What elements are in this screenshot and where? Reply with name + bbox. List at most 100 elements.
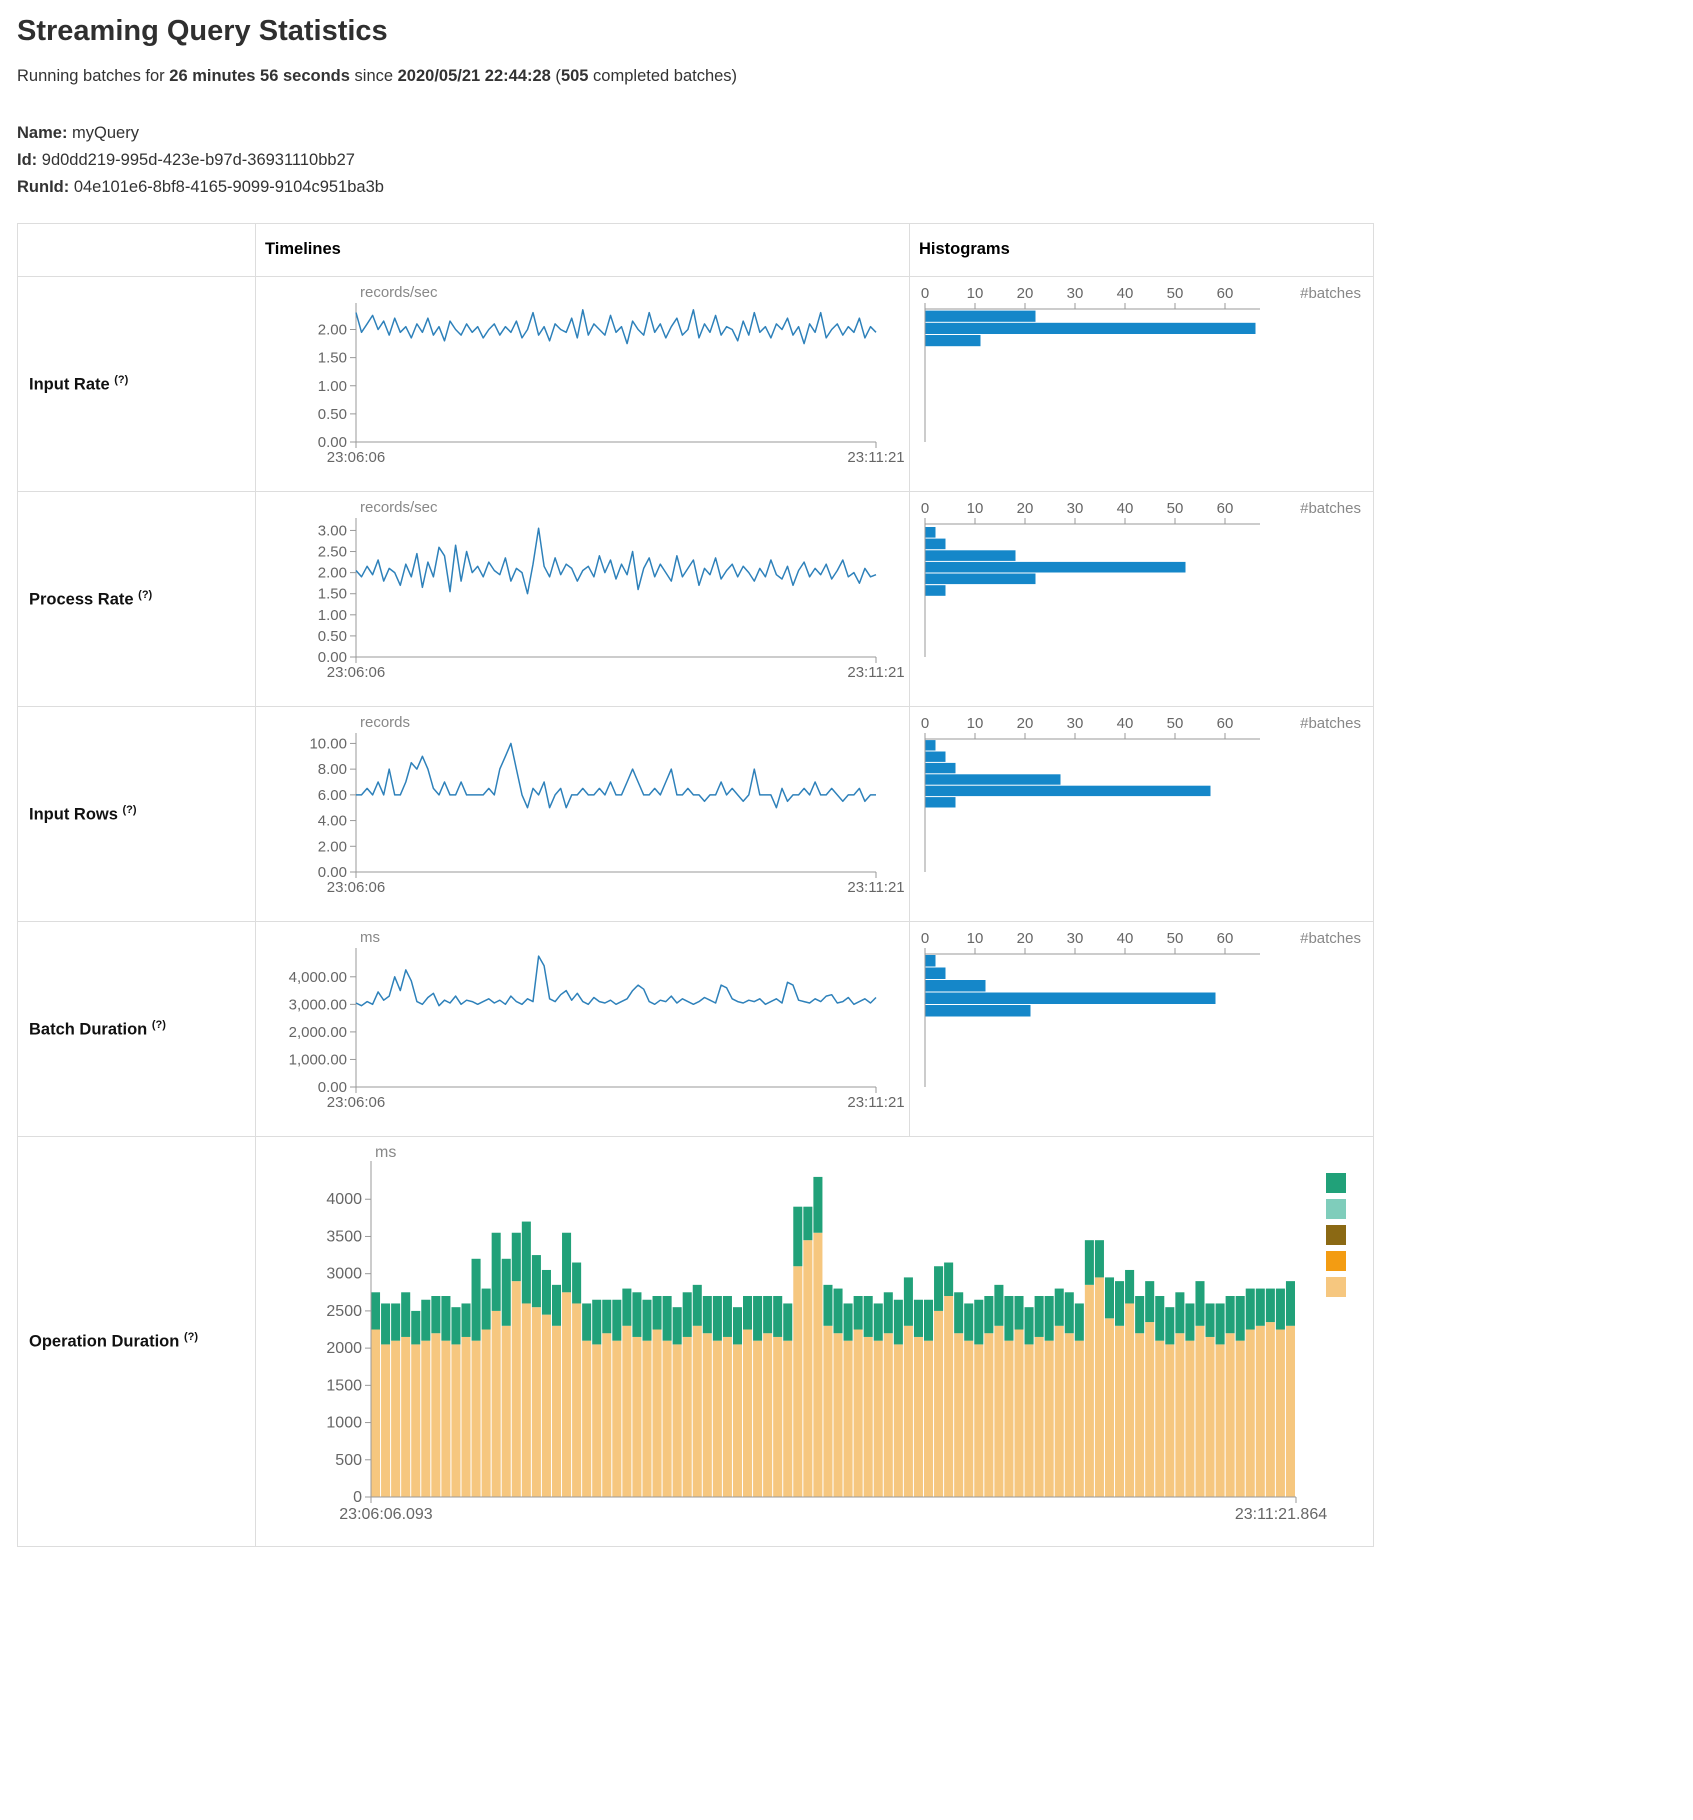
summary-timestamp: 2020/05/21 22:44:28 <box>397 66 551 85</box>
svg-text:60: 60 <box>1217 715 1234 732</box>
svg-text:4,000.00: 4,000.00 <box>289 969 347 986</box>
svg-text:0: 0 <box>921 285 929 302</box>
svg-text:40: 40 <box>1117 930 1134 947</box>
svg-text:#batches: #batches <box>1300 285 1361 302</box>
svg-text:30: 30 <box>1067 715 1084 732</box>
svg-text:records: records <box>360 714 410 731</box>
help-hint-icon[interactable]: (?) <box>183 1331 198 1344</box>
query-name-line: Name: myQuery <box>17 120 1693 147</box>
svg-text:23:06:06: 23:06:06 <box>327 664 385 681</box>
svg-text:1.00: 1.00 <box>318 378 347 395</box>
histograms-header: Histograms <box>909 222 1374 277</box>
summary-text: completed batches) <box>588 66 738 85</box>
table-row-input-rows: Input Rows (?) records 0.00 2.00 4.00 6.00 8.… <box>17 705 1374 922</box>
page-title: Streaming Query Statistics <box>17 15 388 47</box>
svg-text:23:11:21: 23:11:21 <box>847 879 904 896</box>
svg-text:20: 20 <box>1017 715 1034 732</box>
summary-duration: 26 minutes 56 seconds <box>169 66 350 85</box>
svg-text:1.50: 1.50 <box>318 586 347 603</box>
svg-text:50: 50 <box>1167 930 1184 947</box>
summary-text: since <box>349 66 398 85</box>
svg-text:ms: ms <box>360 929 380 946</box>
svg-text:20: 20 <box>1017 930 1034 947</box>
metric-label-cell: Input Rate (?) <box>17 275 256 492</box>
process-rate-timeline-chart: records/sec 0.00 0.50 1.00 1.50 2.00 2.50 3.00 2… <box>256 492 909 692</box>
svg-text:3.00: 3.00 <box>318 522 347 539</box>
metric-label: Input Rate <box>29 375 110 394</box>
svg-text:2.50: 2.50 <box>318 543 347 560</box>
process-rate-histogram-chart: 0 10 20 30 40 50 60 #batches <box>910 492 1373 692</box>
table-header-row: Timelines Histograms <box>17 222 1374 277</box>
batch-duration-timeline-chart: ms 0.00 1,000.00 2,000.00 3,000.00 4,000.00 23… <box>256 922 909 1122</box>
svg-text:#batches: #batches <box>1300 715 1361 732</box>
svg-text:0.50: 0.50 <box>318 406 347 423</box>
svg-text:20: 20 <box>1017 285 1034 302</box>
svg-text:2500: 2500 <box>326 1303 362 1320</box>
query-runid-label: RunId: <box>17 177 70 196</box>
metric-label: Input Rows <box>29 805 118 824</box>
statistics-table: Timelines Histograms Input Rate (?) reco… <box>17 222 1374 1547</box>
svg-text:60: 60 <box>1217 500 1234 517</box>
svg-text:0: 0 <box>921 715 929 732</box>
svg-text:0.00: 0.00 <box>318 649 347 666</box>
query-name-label: Name: <box>17 123 68 142</box>
query-id-value: 9d0dd219-995d-423e-b97d-36931110bb27 <box>41 150 355 169</box>
metric-label-cell: Batch Duration (?) <box>17 920 256 1137</box>
metric-label: Process Rate <box>29 590 134 609</box>
svg-text:0.00: 0.00 <box>318 434 347 451</box>
svg-text:30: 30 <box>1067 930 1084 947</box>
help-hint-icon[interactable]: (?) <box>122 803 137 816</box>
input-rate-timeline-chart: records/sec 0.00 0.50 1.00 1.50 2.00 23:06:06 2… <box>256 277 909 477</box>
svg-text:1.00: 1.00 <box>318 607 347 624</box>
svg-text:500: 500 <box>335 1452 362 1469</box>
svg-text:40: 40 <box>1117 715 1134 732</box>
svg-text:23:11:21: 23:11:21 <box>847 449 904 466</box>
svg-text:50: 50 <box>1167 715 1184 732</box>
svg-text:40: 40 <box>1117 285 1134 302</box>
input-rows-timeline-chart: records 0.00 2.00 4.00 6.00 8.00 10.00 23:06:06… <box>256 707 909 907</box>
svg-text:4000: 4000 <box>326 1191 362 1208</box>
help-hint-icon[interactable]: (?) <box>151 1018 166 1031</box>
svg-text:0.00: 0.00 <box>318 864 347 881</box>
svg-text:60: 60 <box>1217 285 1234 302</box>
svg-text:30: 30 <box>1067 285 1084 302</box>
svg-text:10: 10 <box>967 930 984 947</box>
metric-label: Operation Duration <box>29 1332 180 1351</box>
svg-text:records/sec: records/sec <box>360 284 438 301</box>
query-id-line: Id: 9d0dd219-995d-423e-b97d-36931110bb27 <box>17 147 1693 174</box>
svg-text:23:06:06: 23:06:06 <box>327 879 385 896</box>
svg-text:#batches: #batches <box>1300 500 1361 517</box>
batch-duration-histogram-chart: 0 10 20 30 40 50 60 #batches <box>910 922 1373 1122</box>
svg-text:1500: 1500 <box>326 1377 362 1394</box>
svg-text:1000: 1000 <box>326 1414 362 1431</box>
svg-text:4.00: 4.00 <box>318 812 347 829</box>
help-hint-icon[interactable]: (?) <box>138 588 153 601</box>
svg-text:0: 0 <box>921 930 929 947</box>
svg-text:10: 10 <box>967 715 984 732</box>
streaming-statistics-page: Streaming Query Statistics Running batch… <box>17 15 1693 1547</box>
svg-text:2,000.00: 2,000.00 <box>289 1024 347 1041</box>
svg-text:23:11:21.864: 23:11:21.864 <box>1235 1506 1327 1523</box>
timelines-header: Timelines <box>255 222 910 277</box>
svg-text:0: 0 <box>921 500 929 517</box>
empty-header-cell <box>17 222 256 277</box>
svg-text:3500: 3500 <box>326 1228 362 1245</box>
svg-text:2.00: 2.00 <box>318 564 347 581</box>
summary-batch-count: 505 <box>560 66 589 85</box>
svg-text:23:06:06.093: 23:06:06.093 <box>339 1506 433 1523</box>
svg-text:0: 0 <box>353 1489 362 1506</box>
table-row-batch-duration: Batch Duration (?) ms 0.00 1,000.00 2,000.0… <box>17 920 1374 1137</box>
svg-text:#batches: #batches <box>1300 930 1361 947</box>
svg-text:8.00: 8.00 <box>318 761 347 778</box>
svg-text:10: 10 <box>967 500 984 517</box>
input-rate-histogram-chart: 0 10 20 30 40 50 60 #batches <box>910 277 1373 477</box>
query-runid-value: 04e101e6-8bf8-4165-9099-9104c951ba3b <box>73 177 384 196</box>
metric-label-cell: Input Rows (?) <box>17 705 256 922</box>
svg-text:40: 40 <box>1117 500 1134 517</box>
help-hint-icon[interactable]: (?) <box>114 373 129 386</box>
svg-text:3,000.00: 3,000.00 <box>289 996 347 1013</box>
svg-text:3000: 3000 <box>326 1265 362 1282</box>
table-row-input-rate: Input Rate (?) records/sec 0.00 0.50 1.00 1.… <box>17 275 1374 492</box>
table-row-operation-duration: Operation Duration (?) ms 0 500 1000 1500 200… <box>17 1135 1374 1547</box>
svg-text:60: 60 <box>1217 930 1234 947</box>
